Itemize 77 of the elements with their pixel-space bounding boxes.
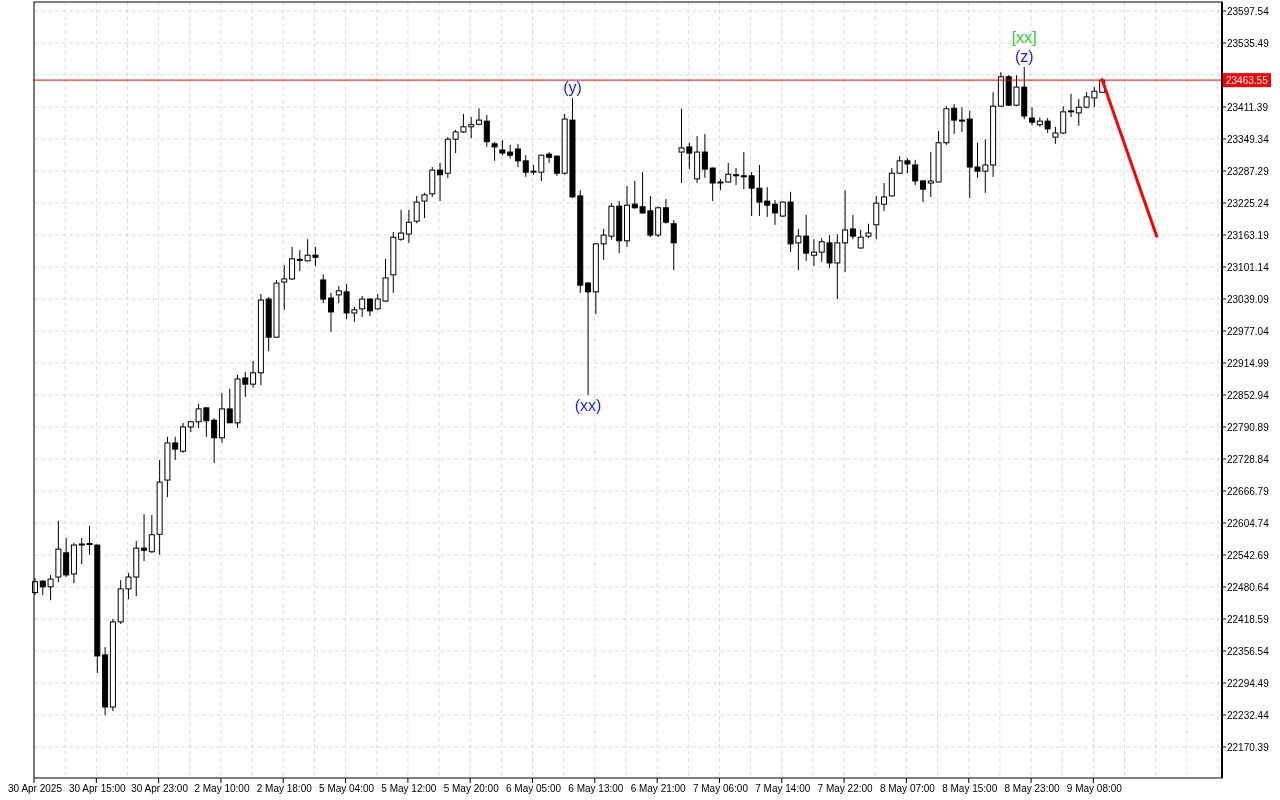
x-tick-label: 2 May 10:00 bbox=[194, 783, 250, 794]
x-tick-label: 8 May 23:00 bbox=[1004, 783, 1060, 794]
y-tick-label: 23597.54 bbox=[1227, 5, 1270, 17]
x-tick-label: 7 May 22:00 bbox=[817, 783, 874, 794]
y-tick-label: 22232.44 bbox=[1227, 709, 1270, 721]
y-tick-label: 22728.84 bbox=[1227, 453, 1270, 465]
y-tick-label: 22418.59 bbox=[1227, 613, 1270, 625]
x-tick-label: 8 May 07:00 bbox=[879, 783, 936, 794]
candlestick bbox=[366, 297, 373, 317]
y-tick-label: 23349.34 bbox=[1227, 133, 1270, 145]
candlestick bbox=[772, 199, 778, 226]
y-tick-label: 23163.19 bbox=[1227, 229, 1270, 241]
candlestick bbox=[250, 360, 257, 389]
candlestick bbox=[405, 209, 412, 244]
candlestick bbox=[670, 219, 677, 271]
candlestick bbox=[873, 195, 880, 240]
x-tick-label: 7 May 06:00 bbox=[692, 783, 749, 794]
y-tick-label: 23411.39 bbox=[1227, 101, 1269, 113]
candlestick bbox=[514, 143, 521, 168]
y-tick-label: 22852.94 bbox=[1227, 389, 1270, 401]
y-tick-label: 23101.14 bbox=[1227, 261, 1270, 273]
candlestick bbox=[701, 133, 708, 179]
y-tick-label: 22170.39 bbox=[1227, 741, 1270, 753]
x-tick-label: 5 May 12:00 bbox=[381, 783, 437, 794]
candlestick bbox=[662, 198, 669, 225]
candlestick bbox=[429, 166, 436, 198]
y-tick-label: 23535.49 bbox=[1227, 37, 1270, 49]
x-tick-label: 8 May 15:00 bbox=[942, 783, 998, 794]
candlestick bbox=[857, 229, 864, 250]
candlestick bbox=[437, 162, 444, 202]
candlestick bbox=[733, 167, 740, 186]
y-tick-label: 22480.64 bbox=[1227, 581, 1270, 593]
candlestick bbox=[842, 189, 849, 273]
x-tick-label: 6 May 21:00 bbox=[630, 783, 687, 794]
candlestick bbox=[810, 238, 817, 267]
x-tick-label: 9 May 08:00 bbox=[1066, 783, 1123, 794]
candlestick bbox=[1068, 93, 1074, 118]
y-tick-label: 22977.04 bbox=[1227, 325, 1270, 337]
candlestick bbox=[320, 273, 327, 304]
candlestick bbox=[491, 141, 498, 162]
candlestick bbox=[141, 513, 148, 562]
annotation: [xx] bbox=[1011, 28, 1037, 46]
candlestick bbox=[546, 151, 553, 164]
candlestick bbox=[881, 182, 888, 212]
y-tick-label: 22790.89 bbox=[1227, 421, 1270, 433]
candlestick bbox=[958, 106, 965, 133]
x-tick-label: 2 May 18:00 bbox=[256, 783, 313, 794]
y-tick-label: 22914.99 bbox=[1227, 357, 1270, 369]
annotation: (z) bbox=[1014, 47, 1034, 65]
x-tick-label: 30 Apr 2025 bbox=[8, 783, 63, 794]
x-tick-label: 7 May 14:00 bbox=[755, 783, 811, 794]
candlestick bbox=[476, 107, 482, 126]
candlestick bbox=[1029, 106, 1036, 126]
candlestick bbox=[553, 154, 560, 177]
y-tick-label: 22666.79 bbox=[1227, 485, 1270, 497]
candlestick bbox=[483, 114, 490, 148]
x-tick-label: 30 Apr 15:00 bbox=[68, 783, 127, 794]
annotation: (xx) bbox=[574, 396, 602, 414]
y-tick-label: 22356.54 bbox=[1227, 645, 1270, 657]
candlestick bbox=[289, 246, 296, 281]
y-tick-label: 23287.29 bbox=[1227, 165, 1270, 177]
annotation: (y) bbox=[563, 78, 582, 96]
y-tick-label: 23039.09 bbox=[1227, 293, 1270, 305]
x-tick-label: 30 Apr 23:00 bbox=[131, 783, 189, 794]
x-tick-label: 5 May 20:00 bbox=[443, 783, 500, 794]
ref-line-label: 23463.55 bbox=[1226, 74, 1269, 86]
y-tick-label: 22294.49 bbox=[1227, 677, 1270, 689]
y-tick-label: 22604.74 bbox=[1227, 517, 1270, 529]
x-tick-label: 6 May 13:00 bbox=[568, 783, 624, 794]
y-tick-label: 22542.69 bbox=[1227, 549, 1270, 561]
x-tick-label: 5 May 04:00 bbox=[319, 783, 375, 794]
candlestick bbox=[328, 292, 334, 333]
x-tick-label: 6 May 05:00 bbox=[506, 783, 562, 794]
y-tick-label: 23225.24 bbox=[1227, 197, 1270, 209]
candlestick bbox=[585, 281, 592, 396]
candlestick bbox=[849, 214, 856, 240]
candlestick bbox=[398, 209, 405, 242]
